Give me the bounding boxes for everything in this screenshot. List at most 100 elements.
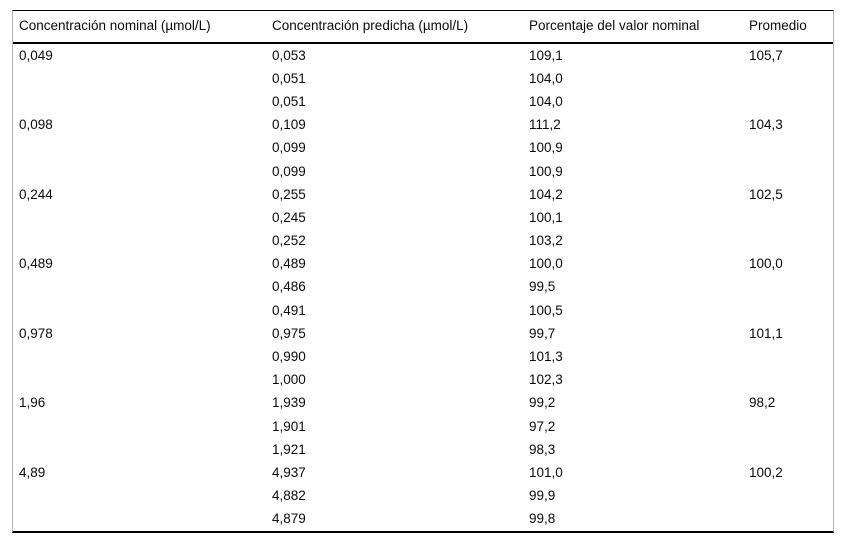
cell-predicted: 0,051 bbox=[272, 70, 306, 86]
cell-nominal bbox=[13, 508, 266, 531]
cell-average: 100,0 bbox=[749, 256, 783, 272]
cell-average: 105,7 bbox=[749, 47, 783, 63]
cell-average bbox=[743, 67, 833, 90]
table-row: 0,491 100,5 bbox=[13, 299, 833, 322]
cell-average bbox=[743, 299, 833, 322]
table-row: 1,96 1,939 99,2 98,2 bbox=[13, 392, 833, 415]
cell-average: 102,5 bbox=[749, 186, 783, 202]
cell-nominal bbox=[13, 137, 266, 160]
cell-average bbox=[743, 485, 833, 508]
cell-average bbox=[743, 415, 833, 438]
cell-nominal: 0,978 bbox=[19, 325, 53, 341]
cell-average bbox=[743, 90, 833, 113]
cell-average bbox=[743, 369, 833, 392]
cell-average bbox=[743, 345, 833, 368]
column-header-nominal: Concentración nominal (µmol/L) bbox=[13, 11, 266, 44]
cell-predicted: 4,879 bbox=[272, 511, 306, 527]
cell-predicted: 0,053 bbox=[272, 47, 306, 63]
cell-percent: 104,2 bbox=[529, 186, 563, 202]
cell-nominal bbox=[13, 415, 266, 438]
concentration-table: Concentración nominal (µmol/L) Concentra… bbox=[13, 11, 833, 531]
cell-average: 104,3 bbox=[749, 117, 783, 133]
cell-nominal: 0,098 bbox=[19, 117, 53, 133]
cell-nominal: 1,96 bbox=[19, 395, 46, 411]
table-row: 0,099 100,9 bbox=[13, 137, 833, 160]
cell-nominal bbox=[13, 67, 266, 90]
table-frame: Concentración nominal (µmol/L) Concentra… bbox=[12, 10, 834, 533]
table-row: 0,051 104,0 bbox=[13, 67, 833, 90]
cell-predicted: 0,491 bbox=[272, 302, 306, 318]
cell-predicted: 0,990 bbox=[272, 349, 306, 365]
cell-percent: 109,1 bbox=[529, 47, 563, 63]
cell-average bbox=[743, 137, 833, 160]
cell-predicted: 1,000 bbox=[272, 372, 306, 388]
cell-predicted: 4,937 bbox=[272, 464, 306, 480]
cell-nominal bbox=[13, 206, 266, 229]
cell-average: 98,2 bbox=[749, 395, 776, 411]
table-row: 1,921 98,3 bbox=[13, 438, 833, 461]
cell-predicted: 1,939 bbox=[272, 395, 306, 411]
cell-nominal: 0,244 bbox=[19, 186, 53, 202]
cell-percent: 100,1 bbox=[529, 209, 563, 225]
cell-nominal bbox=[13, 160, 266, 183]
cell-predicted: 1,921 bbox=[272, 441, 306, 457]
cell-percent: 101,0 bbox=[529, 464, 563, 480]
cell-predicted: 0,252 bbox=[272, 233, 306, 249]
cell-predicted: 0,255 bbox=[272, 186, 306, 202]
cell-nominal bbox=[13, 276, 266, 299]
table-row: 0,245 100,1 bbox=[13, 206, 833, 229]
table-row: 4,879 99,8 bbox=[13, 508, 833, 531]
table-row: 0,486 99,5 bbox=[13, 276, 833, 299]
cell-percent: 98,3 bbox=[529, 441, 556, 457]
cell-average bbox=[743, 508, 833, 531]
cell-percent: 97,2 bbox=[529, 418, 556, 434]
cell-percent: 99,2 bbox=[529, 395, 556, 411]
table-row: 4,882 99,9 bbox=[13, 485, 833, 508]
cell-percent: 100,0 bbox=[529, 256, 563, 272]
cell-percent: 99,9 bbox=[529, 488, 556, 504]
cell-percent: 104,0 bbox=[529, 70, 563, 86]
cell-predicted: 0,051 bbox=[272, 93, 306, 109]
cell-predicted: 0,109 bbox=[272, 117, 306, 133]
cell-nominal bbox=[13, 345, 266, 368]
table-row: 0,051 104,0 bbox=[13, 90, 833, 113]
cell-predicted: 0,099 bbox=[272, 163, 306, 179]
cell-nominal bbox=[13, 485, 266, 508]
table-row: 0,978 0,975 99,7 101,1 bbox=[13, 322, 833, 345]
table-row: 4,89 4,937 101,0 100,2 bbox=[13, 461, 833, 484]
table-row: 0,099 100,9 bbox=[13, 160, 833, 183]
cell-nominal bbox=[13, 369, 266, 392]
table-row: 0,252 103,2 bbox=[13, 230, 833, 253]
column-header-predicted: Concentración predicha (µmol/L) bbox=[266, 11, 523, 44]
cell-nominal: 0,049 bbox=[19, 47, 53, 63]
cell-nominal bbox=[13, 438, 266, 461]
table-row: 0,049 0,053 109,1 105,7 bbox=[13, 43, 833, 67]
cell-percent: 102,3 bbox=[529, 372, 563, 388]
cell-predicted: 0,486 bbox=[272, 279, 306, 295]
cell-predicted: 0,975 bbox=[272, 325, 306, 341]
table-row: 0,098 0,109 111,2 104,3 bbox=[13, 114, 833, 137]
cell-percent: 101,3 bbox=[529, 349, 563, 365]
cell-average bbox=[743, 206, 833, 229]
column-header-average: Promedio bbox=[743, 11, 833, 44]
cell-nominal bbox=[13, 299, 266, 322]
table-row: 0,990 101,3 bbox=[13, 345, 833, 368]
cell-percent: 100,5 bbox=[529, 302, 563, 318]
cell-percent: 103,2 bbox=[529, 233, 563, 249]
cell-predicted: 4,882 bbox=[272, 488, 306, 504]
cell-percent: 100,9 bbox=[529, 163, 563, 179]
cell-average: 100,2 bbox=[749, 464, 783, 480]
cell-nominal bbox=[13, 230, 266, 253]
cell-predicted: 0,099 bbox=[272, 140, 306, 156]
table-row: 0,244 0,255 104,2 102,5 bbox=[13, 183, 833, 206]
cell-nominal: 4,89 bbox=[19, 464, 46, 480]
column-header-percent: Porcentaje del valor nominal bbox=[523, 11, 743, 44]
cell-percent: 99,5 bbox=[529, 279, 556, 295]
cell-predicted: 1,901 bbox=[272, 418, 306, 434]
cell-average: 101,1 bbox=[749, 325, 783, 341]
cell-predicted: 0,245 bbox=[272, 209, 306, 225]
table-row: 0,489 0,489 100,0 100,0 bbox=[13, 253, 833, 276]
cell-average bbox=[743, 160, 833, 183]
cell-nominal: 0,489 bbox=[19, 256, 53, 272]
